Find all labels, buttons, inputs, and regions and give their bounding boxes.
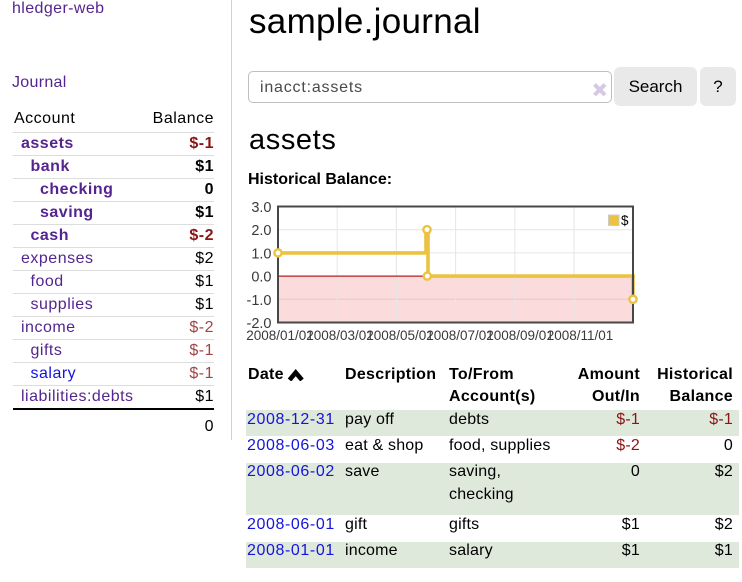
svg-text:-1.0: -1.0 [247,293,272,309]
svg-text:2008/11/01: 2008/11/01 [547,328,614,343]
svg-text:2008/05/01: 2008/05/01 [366,328,434,343]
svg-text:2008/01/01: 2008/01/01 [246,328,314,343]
svg-text:-2.0: -2.0 [247,316,272,332]
svg-text:2008/09/01: 2008/09/01 [486,328,554,343]
svg-text:3.0: 3.0 [251,200,271,216]
svg-text:2008/03/01: 2008/03/01 [306,328,374,343]
svg-text:2.0: 2.0 [251,223,271,239]
svg-text:2008/07/01: 2008/07/01 [426,328,494,343]
svg-text:$: $ [621,213,629,228]
svg-text:0.0: 0.0 [251,270,271,286]
svg-text:1.0: 1.0 [251,246,271,262]
